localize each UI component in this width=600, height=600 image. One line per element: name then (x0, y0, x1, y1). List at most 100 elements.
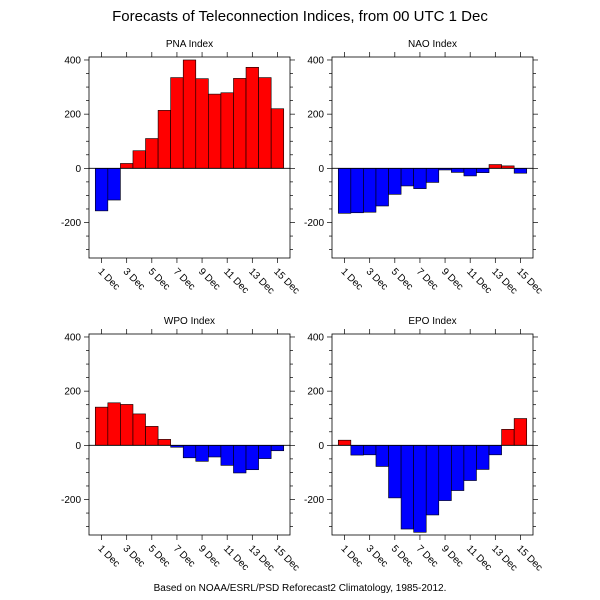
bar-6-dec (157, 110, 171, 169)
bar-11-dec (463, 445, 477, 481)
x-tick-label: 7 Dec (414, 266, 440, 292)
bar-1-dec (337, 168, 352, 214)
x-tick-label: 1 Dec (95, 266, 121, 292)
figure-title: Forecasts of Teleconnection Indices, fro… (112, 8, 488, 25)
x-tick-label: 9 Dec (196, 543, 222, 569)
plot-frame (331, 56, 534, 259)
plot-frame (88, 333, 291, 536)
bar-3-dec (363, 168, 377, 213)
bar-6-dec (400, 445, 414, 530)
x-tick-label: 13 Dec (489, 543, 519, 573)
bar-1-dec (337, 439, 352, 446)
bar-7-dec (170, 77, 184, 169)
y-tick-label: 400 (307, 332, 324, 343)
bar-13-dec (245, 66, 259, 169)
x-tick-label: 15 Dec (514, 543, 544, 573)
bar-12-dec (476, 168, 490, 173)
bar-2-dec (107, 168, 121, 201)
bar-15-dec (513, 168, 528, 174)
bar-1-dec (94, 168, 109, 212)
bar-15-dec (513, 418, 528, 446)
x-tick-label: 11 Dec (221, 266, 251, 296)
bar-8-dec (182, 59, 197, 169)
bar-14-dec (501, 429, 515, 446)
x-tick-label: 15 Dec (271, 266, 301, 296)
bar-6-dec (400, 168, 414, 187)
y-tick-label: 0 (75, 441, 81, 452)
bar-5-dec (145, 426, 159, 446)
bar-4-dec (132, 150, 146, 169)
bar-13-dec (488, 164, 502, 169)
y-tick-label: 0 (75, 164, 81, 175)
y-tick-label: 200 (64, 387, 81, 398)
bar-2-dec (107, 402, 121, 446)
bar-10-dec (208, 445, 222, 458)
plot-frame (88, 56, 291, 259)
x-tick-label: 13 Dec (489, 266, 519, 296)
x-tick-label: 5 Dec (146, 543, 172, 569)
x-tick-label: 7 Dec (414, 543, 440, 569)
bar-4-dec (132, 413, 146, 446)
bar-13-dec (245, 445, 259, 471)
y-tick-label: 0 (318, 164, 324, 175)
bar-4-dec (375, 445, 389, 467)
x-tick-label: 1 Dec (338, 266, 364, 292)
x-tick-label: 9 Dec (196, 266, 222, 292)
bar-12-dec (233, 445, 247, 474)
bar-5-dec (145, 138, 159, 169)
bar-7-dec (413, 168, 427, 189)
bar-12-dec (476, 445, 490, 470)
bar-9-dec (195, 445, 209, 462)
bar-14-dec (258, 445, 272, 459)
y-tick-label: 400 (64, 332, 81, 343)
x-tick-label: 3 Dec (364, 266, 390, 292)
x-tick-label: 11 Dec (221, 543, 251, 573)
bar-10-dec (451, 445, 465, 491)
x-tick-label: 11 Dec (464, 543, 494, 573)
bar-3-dec (120, 163, 134, 169)
x-tick-label: 15 Dec (271, 543, 301, 573)
bar-1-dec (94, 406, 109, 446)
x-tick-label: 5 Dec (146, 266, 172, 292)
x-tick-label: 3 Dec (121, 266, 147, 292)
y-tick-label: -200 (61, 218, 81, 229)
panel-title: WPO Index (164, 316, 215, 327)
bar-10-dec (451, 168, 465, 173)
bar-10-dec (208, 93, 222, 169)
bar-9-dec (195, 78, 209, 169)
y-tick-label: 0 (318, 441, 324, 452)
bar-8-dec (182, 445, 197, 459)
bar-15-dec (270, 445, 285, 452)
bar-11-dec (220, 92, 234, 169)
bar-8-dec (425, 445, 440, 516)
bar-12-dec (233, 78, 247, 169)
bar-4-dec (375, 168, 389, 207)
bar-14-dec (258, 77, 272, 169)
x-tick-label: 13 Dec (246, 266, 276, 296)
bar-7-dec (413, 445, 427, 533)
y-tick-label: 200 (307, 387, 324, 398)
x-tick-label: 13 Dec (246, 543, 276, 573)
x-tick-label: 3 Dec (121, 543, 147, 569)
bar-6-dec (157, 439, 171, 446)
bar-2-dec (350, 168, 364, 214)
x-tick-label: 1 Dec (95, 543, 121, 569)
y-tick-label: 400 (307, 55, 324, 66)
bar-15-dec (270, 108, 285, 169)
bar-9-dec (438, 445, 452, 501)
x-tick-label: 7 Dec (171, 543, 197, 569)
x-tick-label: 7 Dec (171, 266, 197, 292)
panel-title: NAO Index (408, 39, 457, 50)
x-tick-label: 5 Dec (389, 266, 415, 292)
bar-5-dec (388, 168, 402, 195)
x-tick-label: 15 Dec (514, 266, 544, 296)
bar-11-dec (220, 445, 234, 466)
x-tick-label: 5 Dec (389, 543, 415, 569)
bar-5-dec (388, 445, 402, 499)
x-tick-label: 9 Dec (439, 266, 465, 292)
